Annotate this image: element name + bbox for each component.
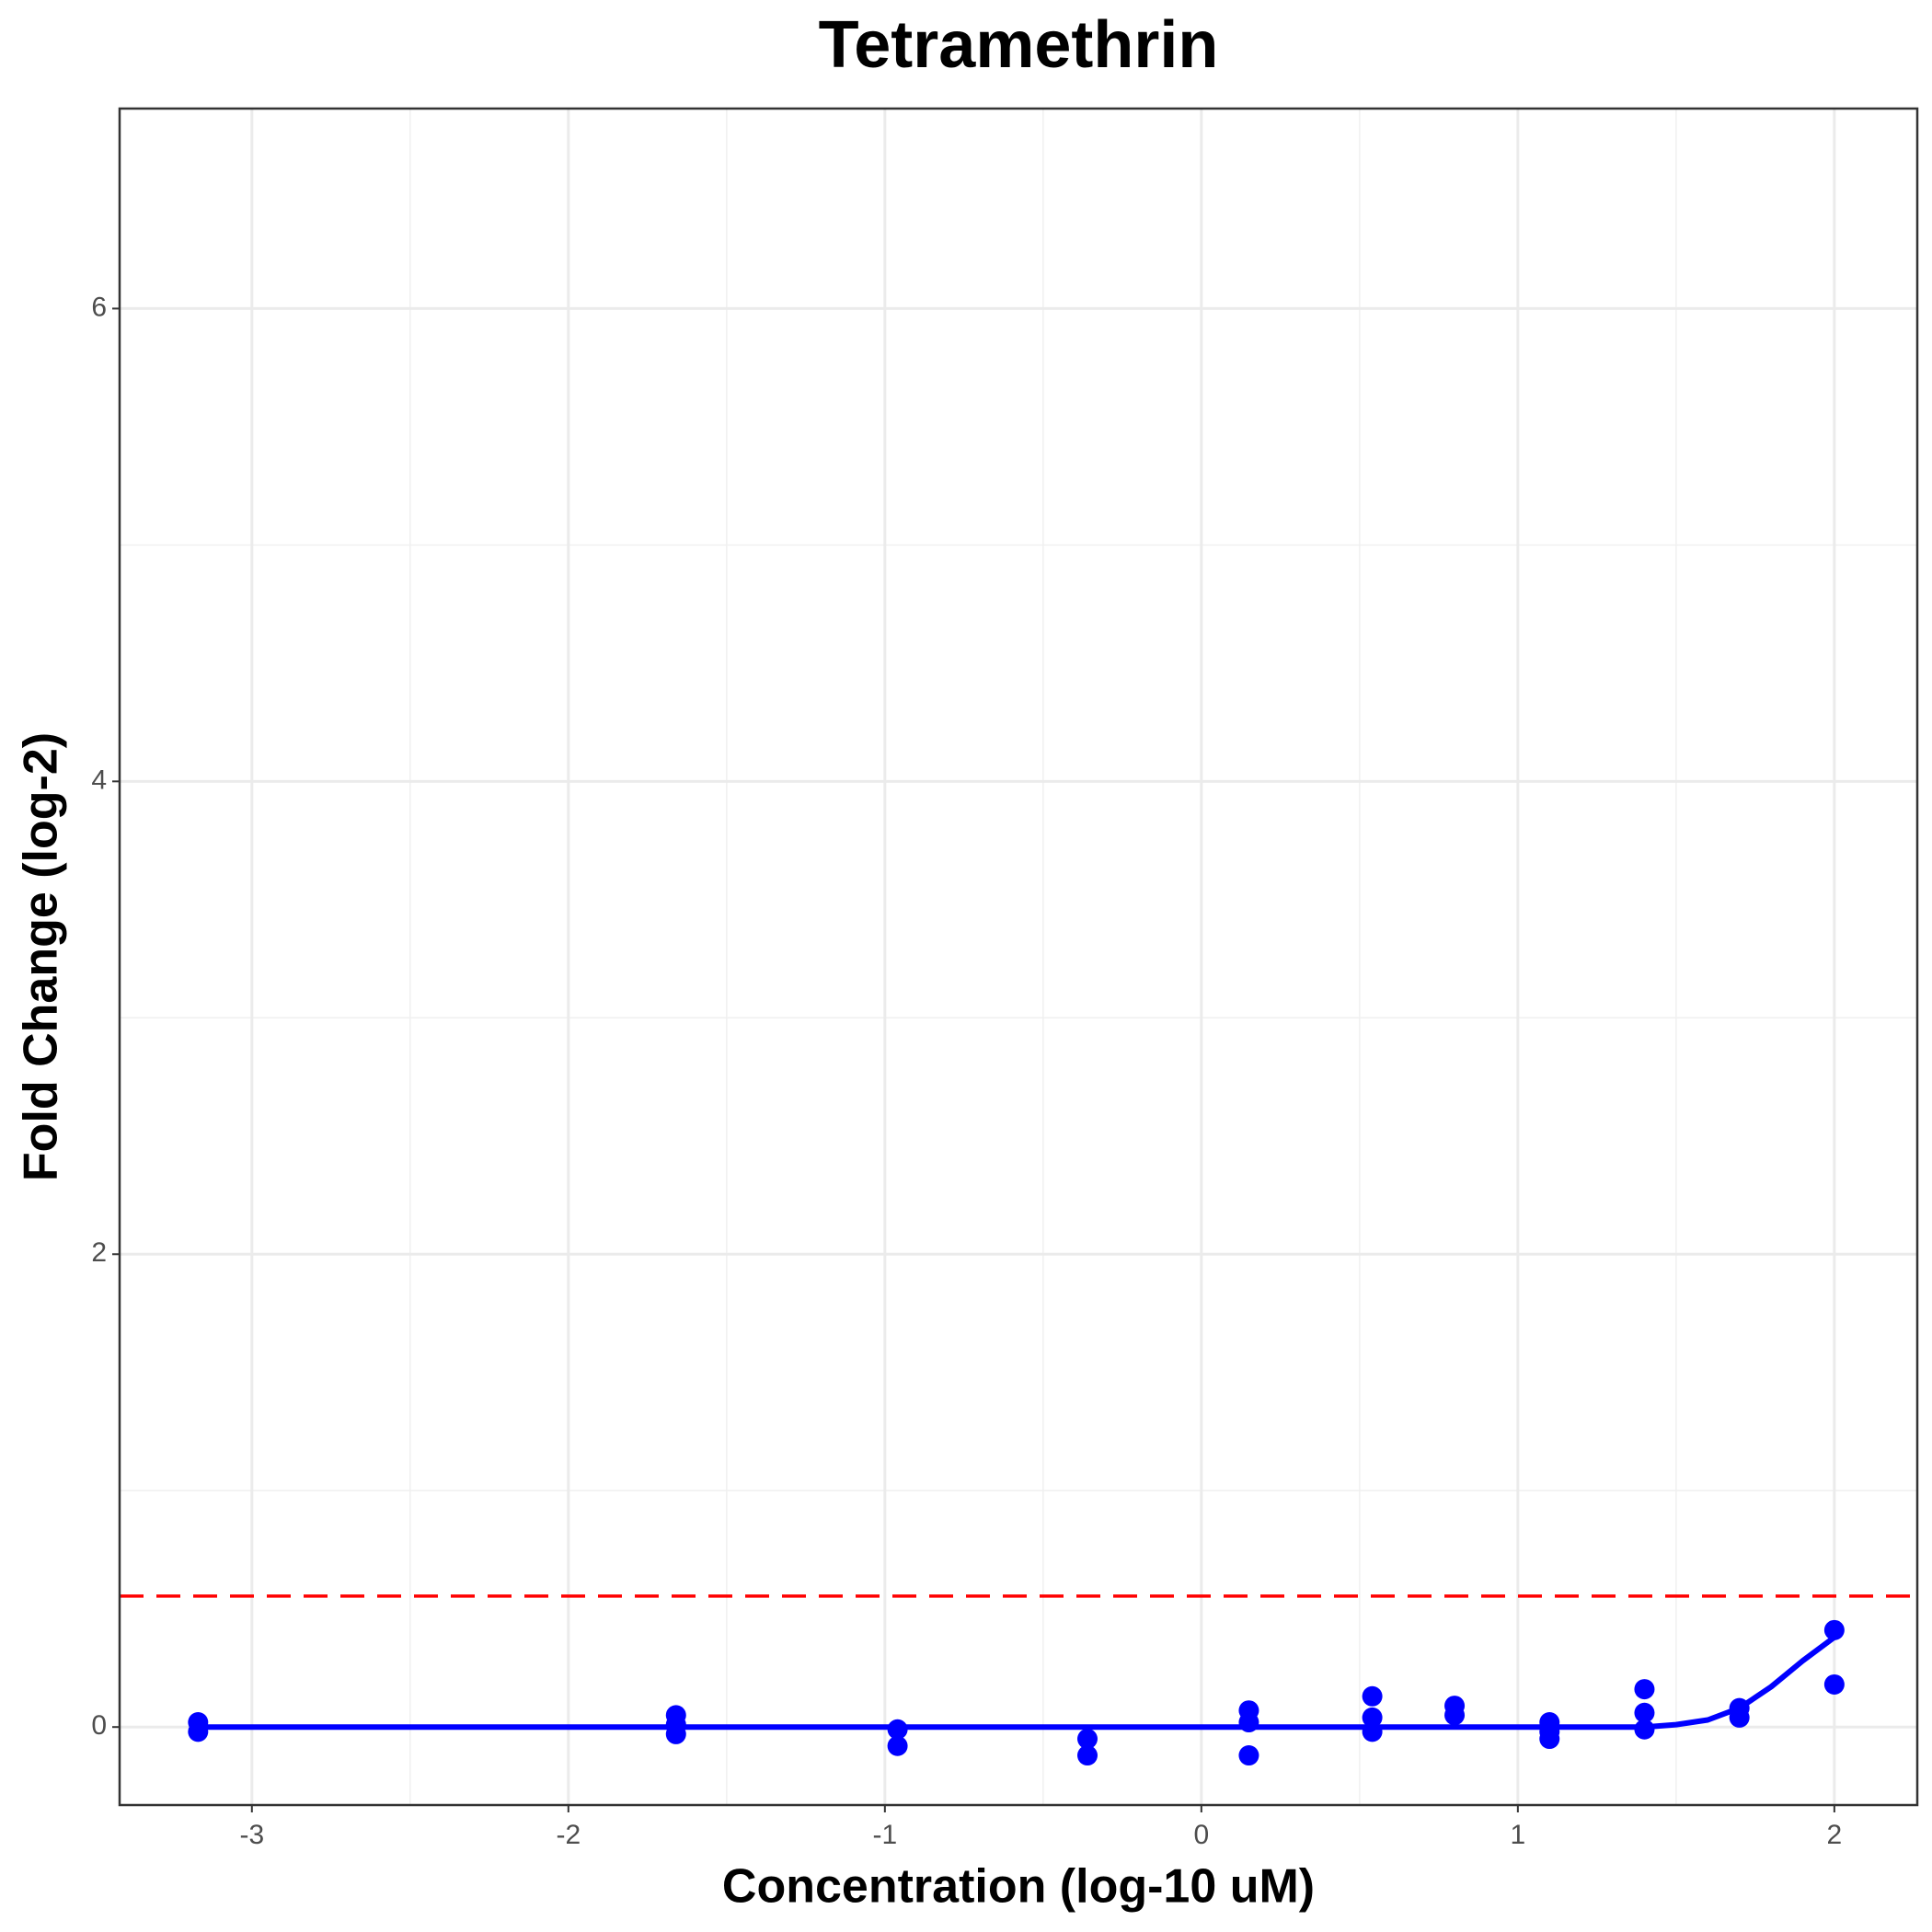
data-point — [1729, 1707, 1750, 1728]
data-point — [188, 1721, 209, 1742]
data-point — [1238, 1712, 1259, 1733]
x-tick-label: -1 — [872, 1820, 897, 1850]
x-axis-label: Concentration (log-10 uM) — [722, 1860, 1315, 1914]
y-tick-label: 6 — [91, 292, 107, 322]
data-point — [887, 1735, 908, 1756]
chart-title: Tetramethrin — [819, 8, 1219, 82]
x-tick-label: 1 — [1511, 1820, 1526, 1850]
data-point — [1076, 1745, 1098, 1766]
data-point — [1634, 1679, 1655, 1700]
x-tick-label: -2 — [556, 1820, 581, 1850]
data-point — [1539, 1729, 1560, 1750]
x-tick-label: -3 — [239, 1820, 264, 1850]
data-point — [1634, 1719, 1655, 1740]
data-point — [1362, 1685, 1383, 1707]
y-tick-label: 4 — [91, 765, 107, 795]
data-point — [1362, 1721, 1383, 1742]
data-point — [887, 1719, 908, 1740]
y-tick-label: 2 — [91, 1237, 107, 1268]
data-point — [1238, 1745, 1259, 1766]
y-tick-label: 0 — [91, 1710, 107, 1741]
data-point — [1823, 1673, 1845, 1695]
data-point — [1634, 1702, 1655, 1723]
data-point — [1444, 1705, 1466, 1726]
data-point — [665, 1723, 686, 1744]
x-tick-label: 2 — [1827, 1820, 1843, 1850]
plot-border — [118, 107, 1919, 1807]
data-point — [1362, 1707, 1383, 1728]
y-axis-label: Fold Change (log-2) — [15, 732, 68, 1181]
data-point — [1823, 1619, 1845, 1640]
data-point — [1076, 1729, 1098, 1750]
x-tick-label: 0 — [1193, 1820, 1209, 1850]
